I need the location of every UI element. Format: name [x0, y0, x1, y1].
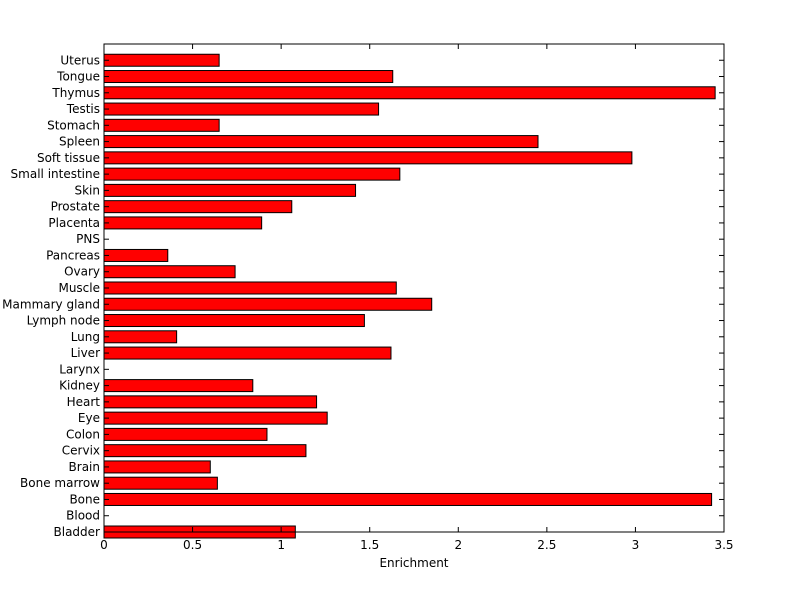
plot-frame — [103, 43, 725, 533]
y-tick-label: Pancreas — [46, 248, 100, 262]
y-tick-label: Soft tissue — [37, 151, 100, 165]
y-tick-label: Bone — [69, 492, 100, 506]
bar-cervix — [103, 444, 307, 458]
x-tick-label: 0 — [100, 538, 108, 552]
bar-kidney — [103, 379, 254, 393]
bar-small-intestine — [103, 167, 401, 181]
bar-colon — [103, 427, 268, 441]
y-tick-label: Small intestine — [11, 167, 100, 181]
y-tick-label: Muscle — [58, 281, 100, 295]
bar-eye — [103, 411, 328, 425]
bar-mammary-gland — [103, 297, 433, 311]
bar-spleen — [103, 135, 539, 149]
y-tick-label: Lymph node — [27, 314, 100, 328]
bar-placenta — [103, 216, 263, 230]
bars-layer — [103, 53, 716, 539]
x-tick-label: 1 — [277, 538, 285, 552]
y-tick-label: Placenta — [48, 216, 100, 230]
bar-brain — [103, 460, 211, 474]
x-axis-label: Enrichment — [379, 556, 448, 570]
bar-bone — [103, 492, 713, 506]
y-tick-label: Testis — [66, 102, 100, 116]
bar-bone-marrow — [103, 476, 218, 490]
bar-ovary — [103, 265, 236, 279]
y-tick-label: Mammary gland — [2, 297, 100, 311]
y-tick-label: Cervix — [62, 444, 100, 458]
y-tick-label: Bone marrow — [20, 476, 100, 490]
x-tick-label: 3.5 — [714, 538, 733, 552]
y-tick-label: Kidney — [59, 379, 100, 393]
bar-stomach — [103, 118, 220, 132]
y-tick-label: Blood — [66, 509, 100, 523]
x-tick-label: 1.5 — [360, 538, 379, 552]
y-tick-label: Spleen — [59, 135, 100, 149]
y-tick-label: Lung — [71, 330, 100, 344]
x-tick-label: 2.5 — [537, 538, 556, 552]
x-axis-ticks: 0 0.5 1 1.5 2 2.5 3 3.5 — [100, 44, 734, 552]
y-tick-label: Skin — [74, 183, 100, 197]
bar-prostate — [103, 200, 293, 214]
y-tick-label: Uterus — [60, 53, 100, 67]
bar-liver — [103, 346, 392, 360]
y-tick-label: Stomach — [47, 118, 100, 132]
y-tick-label: Ovary — [64, 265, 100, 279]
bar-testis — [103, 102, 380, 116]
y-tick-label: Brain — [69, 460, 100, 474]
y-tick-label: Tongue — [56, 70, 100, 84]
bar-uterus — [103, 53, 220, 67]
bar-skin — [103, 183, 357, 197]
bar-thymus — [103, 86, 716, 100]
bar-muscle — [103, 281, 397, 295]
x-tick-label: 2 — [454, 538, 462, 552]
bar-pancreas — [103, 248, 169, 262]
bar-heart — [103, 395, 318, 409]
y-tick-label: Larynx — [59, 362, 100, 376]
y-tick-label: Heart — [67, 395, 101, 409]
bar-soft-tissue — [103, 151, 633, 165]
bar-lymph-node — [103, 314, 365, 328]
y-tick-label: Thymus — [51, 86, 100, 100]
x-tick-label: 3 — [632, 538, 640, 552]
bar-lung — [103, 330, 178, 344]
y-axis-ticks: Uterus Tongue Thymus Testis Stomach Spleen Sof… — [2, 53, 724, 539]
y-tick-label: PNS — [76, 232, 100, 246]
bar-tongue — [103, 70, 394, 84]
y-tick-label: Bladder — [54, 525, 101, 539]
x-tick-label: 0.5 — [183, 538, 202, 552]
y-tick-label: Colon — [66, 427, 100, 441]
y-tick-label: Eye — [78, 411, 100, 425]
y-tick-label: Liver — [71, 346, 101, 360]
y-tick-label: Prostate — [51, 200, 100, 214]
